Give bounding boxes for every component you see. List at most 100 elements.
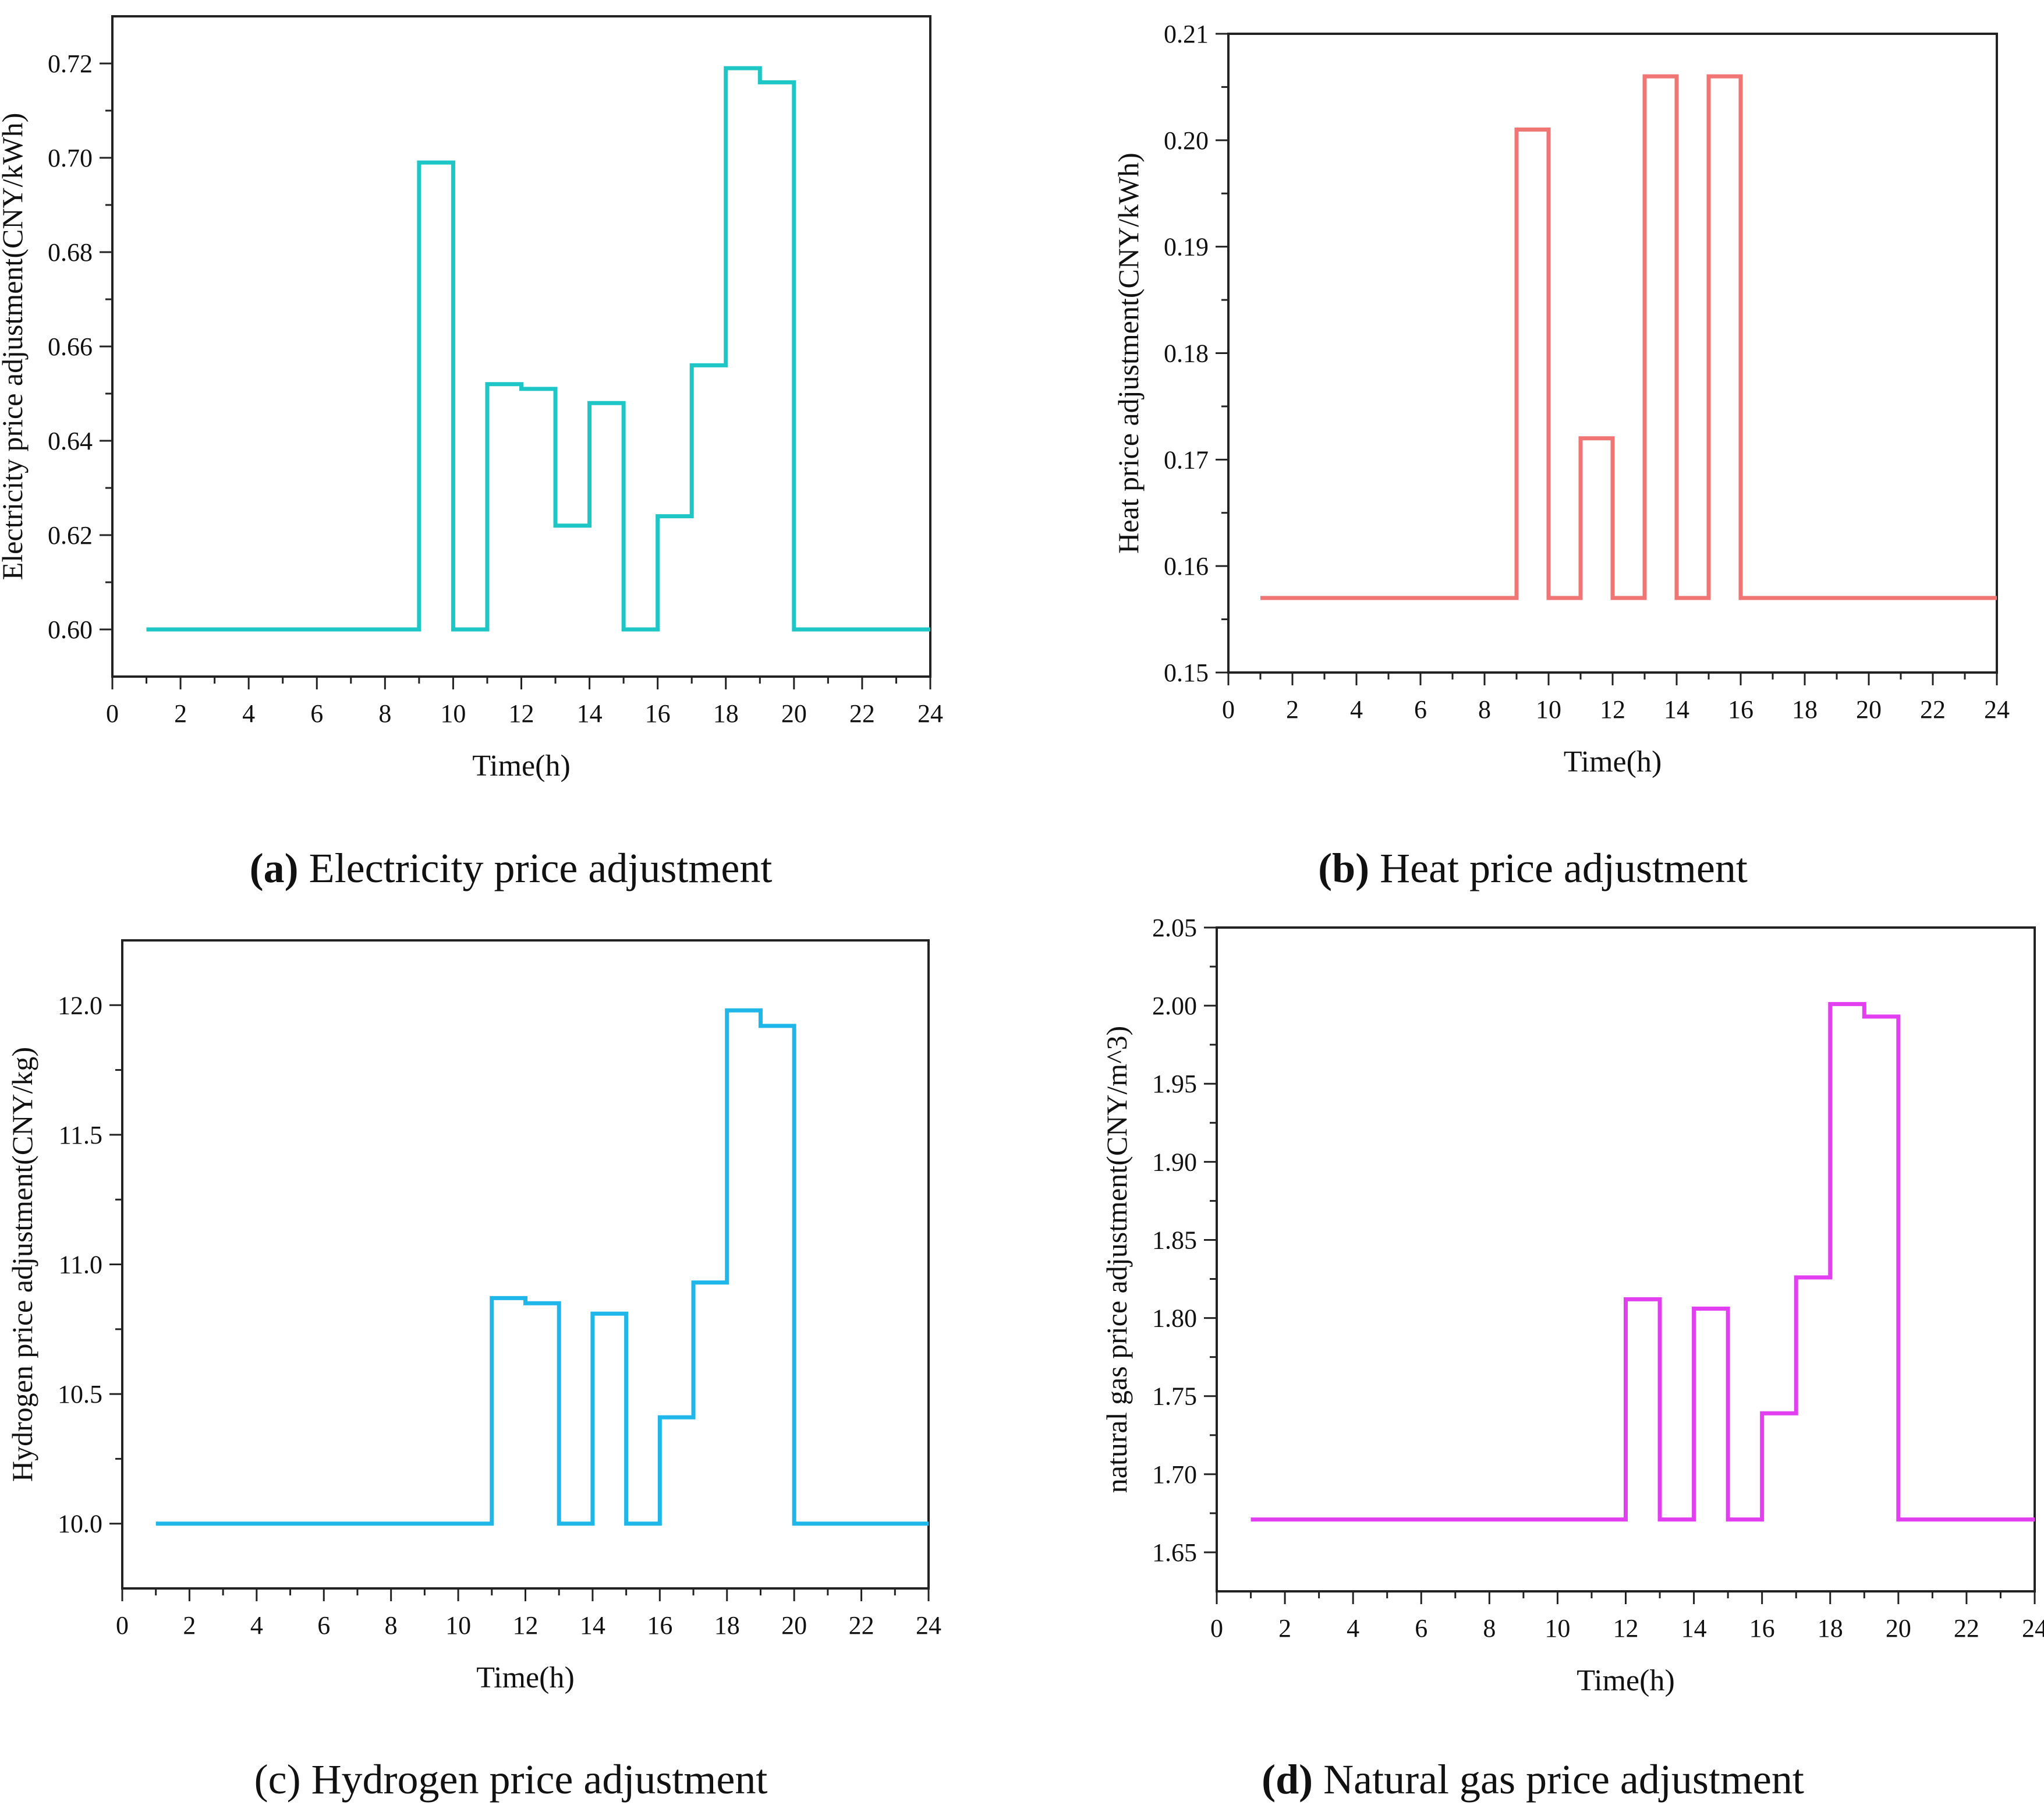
x-tick-label: 20	[781, 1611, 807, 1640]
y-tick-label: 0.19	[1164, 233, 1209, 261]
y-tick-label: 1.95	[1152, 1070, 1197, 1098]
x-tick-label: 6	[310, 699, 323, 728]
y-tick-label: 0.62	[48, 521, 93, 550]
x-tick-label: 14	[580, 1611, 605, 1640]
x-tick-label: 16	[645, 699, 671, 728]
x-tick-label: 12	[509, 699, 534, 728]
y-tick-label: 0.70	[48, 144, 93, 172]
y-tick-label: 1.75	[1152, 1382, 1197, 1411]
x-tick-label: 0	[116, 1611, 129, 1640]
x-tick-label: 4	[1347, 1614, 1359, 1643]
y-tick-label: 1.90	[1152, 1148, 1197, 1176]
chart-c: 0 2 4 6 8 10 12 14 16 18 20 22 2410.010.511.011.512.…	[6, 939, 941, 1694]
x-tick-label: 18	[714, 1611, 740, 1640]
x-axis-label: Time(h)	[1564, 745, 1662, 778]
x-tick-label: 0	[1222, 695, 1235, 724]
y-tick-label: 10.0	[58, 1510, 102, 1538]
series-line	[146, 66, 930, 632]
x-tick-label: 22	[1920, 695, 1946, 724]
y-tick-label: 0.15	[1164, 659, 1209, 687]
x-tick-label: 24	[918, 699, 943, 728]
y-tick-label: 12.0	[58, 991, 102, 1020]
x-tick-label: 2	[174, 699, 187, 728]
plot-frame	[111, 15, 931, 678]
y-axis-label: Hydrogen price adjustment(CNY/kg)	[6, 1047, 38, 1482]
x-tick-label: 20	[781, 699, 807, 728]
y-tick-label: 10.5	[58, 1380, 102, 1409]
y-tick-label: 0.18	[1164, 339, 1209, 368]
x-tick-label: 10	[1536, 695, 1561, 724]
plot-frame	[121, 939, 930, 1590]
x-tick-label: 8	[1483, 1614, 1496, 1643]
x-axis-label: Time(h)	[476, 1661, 575, 1694]
y-tick-label: 1.70	[1152, 1460, 1197, 1489]
series-line	[155, 1008, 929, 1526]
series-line	[1260, 74, 1997, 600]
series-line	[1251, 1001, 2035, 1522]
x-tick-label: 14	[1664, 695, 1689, 724]
y-tick-label: 1.80	[1152, 1304, 1197, 1333]
x-tick-label: 10	[445, 1611, 471, 1640]
x-tick-label: 14	[1681, 1614, 1707, 1643]
y-tick-label: 0.68	[48, 238, 93, 267]
y-tick-label: 0.21	[1164, 20, 1209, 48]
chart-b: 0 2 4 6 8 10 12 14 16 18 20 22 240.150.160.170.180.1…	[1112, 20, 2010, 778]
x-tick-label: 12	[1600, 695, 1625, 724]
x-tick-label: 8	[378, 699, 391, 728]
x-tick-label: 20	[1886, 1614, 1911, 1643]
y-tick-label: 0.66	[48, 332, 93, 361]
x-tick-label: 16	[1728, 695, 1753, 724]
x-tick-label: 6	[317, 1611, 330, 1640]
caption-a: (a) Electricity price adjustment	[249, 845, 773, 891]
caption-b: (b) Heat price adjustment	[1318, 845, 1748, 891]
x-tick-label: 12	[513, 1611, 539, 1640]
y-tick-label: 0.16	[1164, 552, 1209, 581]
caption-c: (c) Hydrogen price adjustment	[254, 1756, 768, 1803]
x-tick-label: 24	[1984, 695, 2010, 724]
x-axis-label: Time(h)	[1577, 1664, 1675, 1697]
x-tick-label: 2	[1286, 695, 1299, 724]
x-tick-label: 22	[1954, 1614, 1979, 1643]
x-tick-label: 0	[1210, 1614, 1223, 1643]
x-tick-label: 18	[713, 699, 739, 728]
x-tick-label: 24	[916, 1611, 941, 1640]
x-tick-label: 22	[849, 1611, 874, 1640]
y-tick-label: 11.5	[59, 1121, 102, 1149]
y-tick-label: 0.64	[48, 427, 93, 455]
y-tick-label: 1.85	[1152, 1226, 1197, 1254]
y-tick-label: 0.17	[1164, 445, 1209, 474]
x-tick-label: 20	[1856, 695, 1882, 724]
x-tick-label: 4	[242, 699, 255, 728]
y-tick-label: 11.0	[59, 1251, 102, 1279]
y-tick-label: 0.60	[48, 615, 93, 644]
caption-d: (d) Natural gas price adjustment	[1262, 1756, 1804, 1803]
chart-a: 0 2 4 6 8 10 12 14 16 18 20 22 240.600.620.640.660.6…	[0, 15, 943, 783]
x-tick-label: 8	[1478, 695, 1491, 724]
x-tick-label: 24	[2022, 1614, 2044, 1643]
y-tick-label: 2.05	[1152, 914, 1197, 942]
x-tick-label: 6	[1414, 695, 1427, 724]
x-tick-label: 6	[1415, 1614, 1427, 1643]
x-tick-label: 0	[106, 699, 119, 728]
y-axis-label: Heat price adjustment(CNY/kWh)	[1112, 153, 1145, 554]
x-tick-label: 4	[1350, 695, 1363, 724]
x-tick-label: 16	[647, 1611, 672, 1640]
x-tick-label: 10	[440, 699, 466, 728]
y-tick-label: 0.20	[1164, 126, 1209, 155]
y-tick-label: 0.72	[48, 49, 93, 78]
x-tick-label: 14	[577, 699, 603, 728]
x-tick-label: 18	[1792, 695, 1818, 724]
x-tick-label: 4	[250, 1611, 263, 1640]
x-tick-label: 8	[385, 1611, 398, 1640]
x-tick-label: 16	[1749, 1614, 1775, 1643]
x-axis-label: Time(h)	[472, 749, 571, 783]
x-tick-label: 22	[849, 699, 875, 728]
x-tick-label: 18	[1818, 1614, 1843, 1643]
y-tick-label: 1.65	[1152, 1538, 1197, 1567]
y-axis-label: Electricity price adjustment(CNY/kWh)	[0, 113, 29, 581]
chart-d: 0 2 4 6 8 10 12 14 16 18 20 22 241.651.701.751.801.8…	[1100, 914, 2044, 1697]
x-tick-label: 10	[1544, 1614, 1570, 1643]
y-axis-label: natural gas price adjustment(CNY/m^3)	[1100, 1026, 1133, 1493]
x-tick-label: 2	[183, 1611, 196, 1640]
